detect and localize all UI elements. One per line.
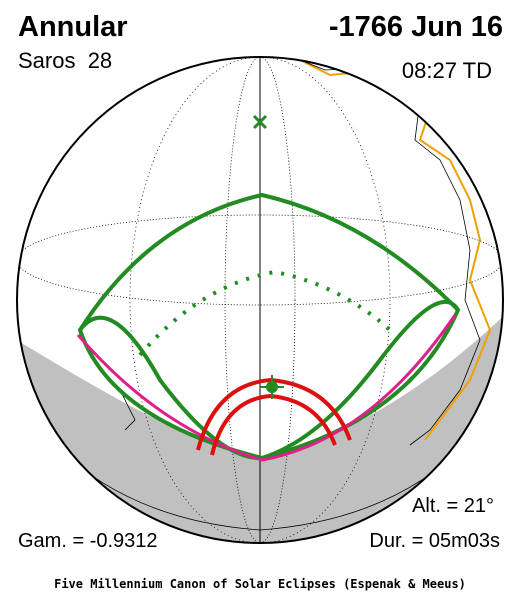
caption: Five Millennium Canon of Solar Eclipses … <box>54 577 466 591</box>
time: 08:27 TD <box>402 58 492 83</box>
globe <box>16 56 504 544</box>
eclipse-paths <box>76 114 461 462</box>
gamma: Gam. = -0.9312 <box>18 530 158 552</box>
saros: Saros 28 <box>18 48 112 73</box>
eclipse-type: Annular <box>18 11 128 43</box>
altitude: Alt. = 21° <box>412 495 494 517</box>
date: -1766 Jun 16 <box>329 11 503 43</box>
duration: Dur. = 05m03s <box>369 530 500 552</box>
